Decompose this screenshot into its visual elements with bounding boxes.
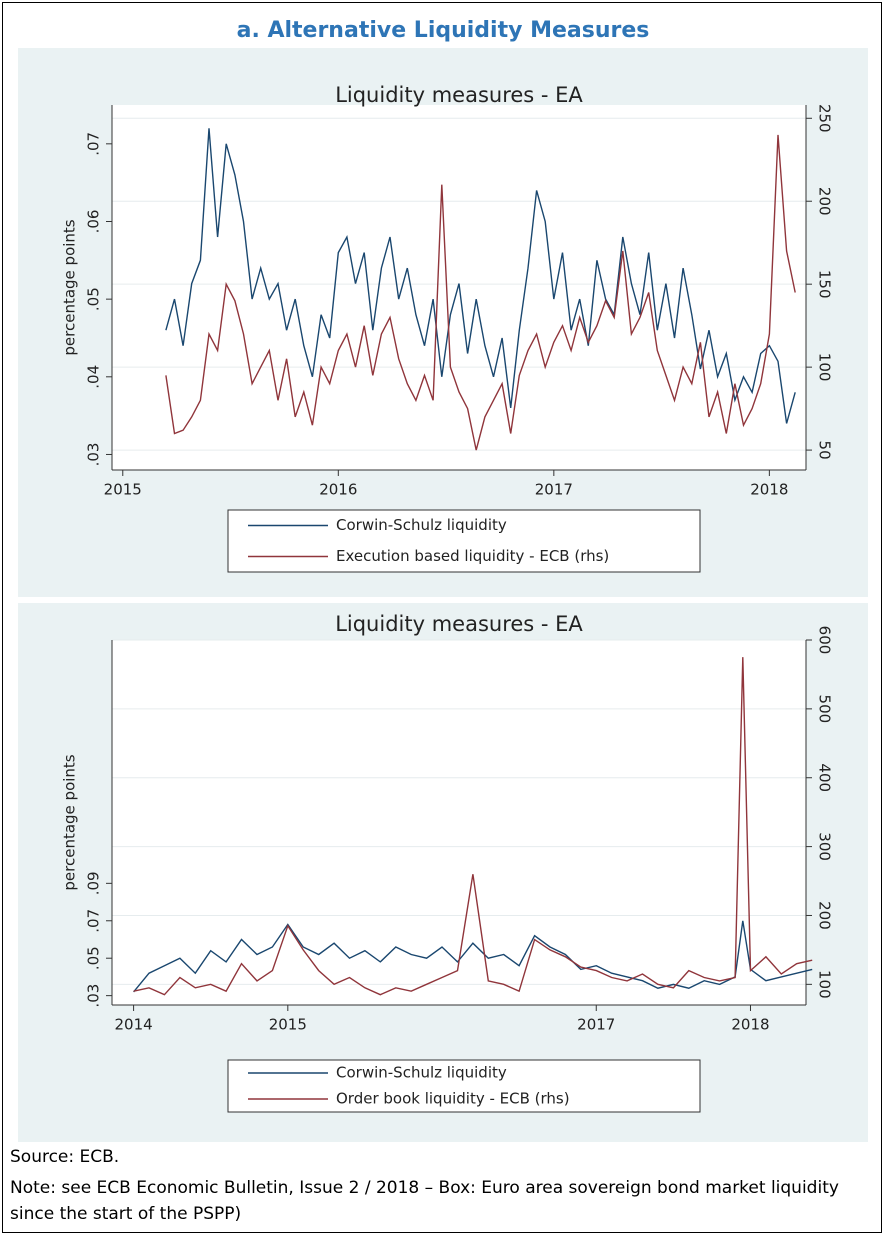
note: Note: see ECB Economic Bulletin, Issue 2…	[10, 1178, 839, 1224]
y-tick-label: .03	[85, 443, 103, 467]
y2-tick-label: 400	[816, 763, 834, 792]
figure-title: a. Alternative Liquidity Measures	[236, 18, 650, 43]
x-tick-label: 2018	[750, 481, 788, 499]
y-tick-label: .07	[85, 132, 103, 156]
x-tick-label: 2014	[114, 1016, 152, 1034]
y-tick-label: .06	[85, 210, 103, 234]
legend-box	[227, 509, 701, 573]
chart: Liquidity measures - EA 50 100 150 200 250 .03…	[18, 48, 868, 597]
legend-label: Corwin-Schulz liquidity	[336, 1064, 507, 1082]
x-tick-label: 2017	[577, 1016, 615, 1034]
series-line	[133, 657, 813, 996]
legend-label: Corwin-Schulz liquidity	[336, 516, 507, 534]
legend-label: Execution based liquidity - ECB (rhs)	[336, 547, 609, 565]
y2-tick-label: 200	[816, 187, 834, 216]
x-tick-label: 2016	[319, 481, 357, 499]
y-tick-label: .05	[85, 287, 103, 311]
x-tick-label: 2015	[269, 1016, 307, 1034]
y2-tick-label: 50	[816, 441, 834, 460]
y2-tick-label: 300	[816, 832, 834, 861]
y2-tick-label: 150	[816, 270, 834, 299]
y2-tick-label: 600	[816, 626, 834, 655]
plot-area	[112, 640, 806, 1005]
y-axis-title: percentage points	[61, 219, 79, 355]
x-tick-label: 2018	[731, 1016, 769, 1034]
chart-title: Liquidity measures - EA	[335, 83, 583, 107]
source: Source: ECB.	[10, 1147, 120, 1167]
series-line	[165, 134, 796, 451]
series-line	[133, 920, 813, 993]
y2-tick-label: 500	[816, 695, 834, 724]
legend-label: Order book liquidity - ECB (rhs)	[336, 1090, 570, 1108]
legend-box	[227, 1059, 701, 1113]
x-tick-label: 2015	[104, 481, 142, 499]
chart-title: Liquidity measures - EA	[335, 612, 583, 636]
y2-tick-label: 100	[816, 970, 834, 999]
x-tick-label: 2017	[535, 481, 573, 499]
chart: Liquidity measures - EA 100 200 300 400 500 60…	[18, 603, 868, 1142]
y-axis-title: percentage points	[61, 754, 79, 890]
series-line	[165, 128, 796, 424]
y2-tick-label: 200	[816, 901, 834, 930]
y2-tick-label: 250	[816, 104, 834, 133]
y-tick-label: .03	[85, 984, 103, 1008]
y-tick-label: .05	[85, 946, 103, 970]
y-tick-label: .09	[85, 871, 103, 895]
y-tick-label: .07	[85, 909, 103, 933]
y-tick-label: .04	[85, 365, 103, 389]
y2-tick-label: 100	[816, 353, 834, 382]
